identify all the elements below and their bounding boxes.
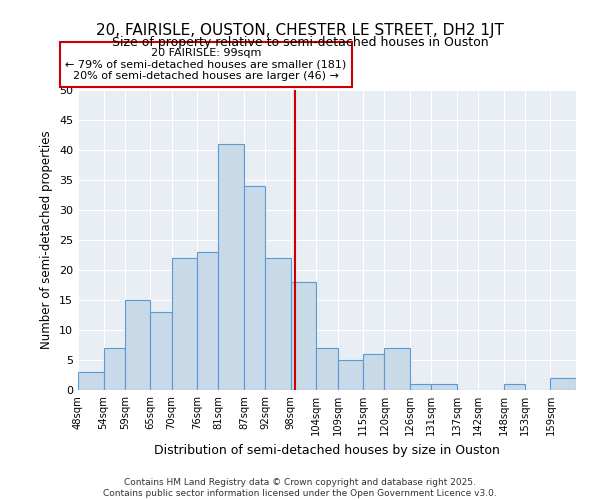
Bar (316, 348, 338, 390)
Bar (265, 258, 291, 390)
X-axis label: Distribution of semi-detached houses by size in Ouston: Distribution of semi-detached houses by … (154, 444, 500, 456)
Text: 20, FAIRISLE, OUSTON, CHESTER LE STREET, DH2 1JT: 20, FAIRISLE, OUSTON, CHESTER LE STREET,… (96, 22, 504, 38)
Bar (78, 372, 104, 390)
Bar (550, 378, 576, 390)
Bar (338, 360, 363, 390)
Text: Size of property relative to semi-detached houses in Ouston: Size of property relative to semi-detach… (112, 36, 488, 49)
Bar (151, 312, 172, 390)
Bar (385, 348, 410, 390)
Text: Contains HM Land Registry data © Crown copyright and database right 2025.
Contai: Contains HM Land Registry data © Crown c… (103, 478, 497, 498)
Bar (104, 348, 125, 390)
Bar (291, 282, 316, 390)
Bar (197, 252, 218, 390)
Bar (218, 144, 244, 390)
Bar (125, 300, 151, 390)
Bar (503, 384, 525, 390)
Bar (244, 186, 265, 390)
Bar (363, 354, 385, 390)
Text: 20 FAIRISLE: 99sqm
← 79% of semi-detached houses are smaller (181)
20% of semi-d: 20 FAIRISLE: 99sqm ← 79% of semi-detache… (65, 48, 346, 81)
Bar (172, 258, 197, 390)
Bar (431, 384, 457, 390)
Bar (410, 384, 431, 390)
Y-axis label: Number of semi-detached properties: Number of semi-detached properties (40, 130, 53, 350)
